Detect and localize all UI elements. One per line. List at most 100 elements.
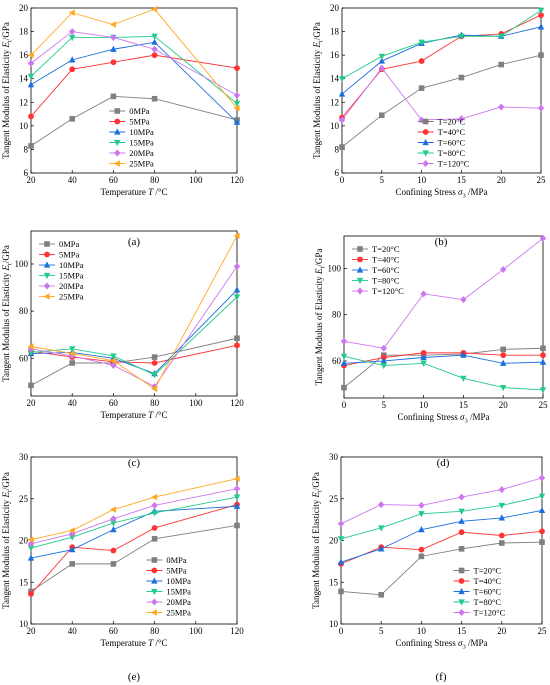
series-line-0	[340, 541, 543, 596]
data-point	[109, 506, 116, 513]
legend-marker	[114, 108, 121, 114]
series-line-1	[343, 352, 543, 367]
data-point	[151, 372, 158, 379]
y-tick-label: 30	[19, 452, 29, 462]
x-tick-label: 80	[150, 626, 160, 636]
data-point	[540, 345, 546, 352]
legend-label: 25MPa	[129, 159, 154, 169]
data-point	[233, 502, 241, 509]
data-point	[233, 475, 240, 482]
x-tick-label: 40	[68, 398, 78, 408]
data-point	[110, 561, 117, 567]
data-point	[110, 361, 117, 369]
data-point	[418, 501, 425, 509]
data-point	[28, 591, 34, 597]
data-point	[380, 344, 387, 352]
series-line-3	[343, 355, 544, 391]
data-point	[233, 232, 240, 239]
y-axis-label: Tangent Modulus of Elasticity Et/GPa	[1, 245, 14, 382]
legend-label: 10MPa	[166, 576, 191, 586]
data-point	[151, 510, 158, 517]
series-line-4	[341, 67, 542, 121]
y-tick-label: 15	[19, 577, 29, 587]
data-point	[420, 353, 427, 361]
data-point	[234, 335, 240, 342]
data-point	[68, 527, 75, 534]
x-tick-label: 10	[419, 400, 429, 410]
data-point	[378, 501, 385, 509]
legend-label: 0MPa	[129, 106, 150, 116]
data-point	[339, 144, 345, 150]
legend-label: T=20°C	[438, 117, 466, 127]
data-point	[498, 103, 505, 111]
legend-marker	[151, 557, 158, 563]
series-line-4	[340, 477, 543, 525]
data-point	[151, 501, 158, 509]
data-point	[69, 346, 76, 353]
data-point	[151, 493, 158, 501]
x-tick-label: 100	[189, 626, 203, 636]
legend-marker	[458, 609, 465, 616]
legend-marker	[458, 587, 465, 595]
data-point	[27, 545, 35, 552]
legend-marker	[422, 118, 429, 125]
y-tick-label: 6	[24, 168, 29, 178]
data-point	[458, 508, 465, 515]
series-line-3	[340, 495, 543, 540]
data-point	[537, 23, 545, 30]
data-point	[110, 547, 117, 554]
chart-panel-1: 0 5 10 15 20 25 6 8 10 12 14 16 18 20 Confining Stress…	[312, 3, 546, 248]
data-point	[69, 561, 75, 567]
y-tick-label: 20	[329, 536, 339, 546]
legend-label: T=40°C	[438, 127, 466, 137]
y-tick-label: 20	[330, 3, 340, 13]
data-point	[378, 57, 385, 64]
data-point	[110, 526, 117, 533]
x-tick-label: 5	[380, 175, 385, 185]
legend-label: T=60°C	[474, 587, 502, 597]
data-point	[539, 234, 547, 242]
y-tick-label: 80	[19, 306, 29, 316]
data-point	[378, 525, 385, 532]
data-point	[234, 342, 240, 349]
data-point	[69, 115, 75, 122]
data-point	[110, 353, 117, 360]
panel-label: (f)	[436, 671, 447, 683]
y-axis-label: Tangent Modulus of Elasticity Et/GPa	[311, 472, 324, 609]
data-point	[458, 115, 465, 123]
data-point	[151, 5, 158, 13]
data-point	[539, 528, 545, 535]
x-tick-label: 60	[109, 626, 119, 636]
data-point	[418, 58, 425, 64]
legend-label: 15MPa	[129, 138, 154, 148]
data-point	[539, 387, 547, 394]
legend-label: T=40°C	[474, 576, 502, 586]
y-tick-label: 15	[329, 577, 339, 587]
data-point	[69, 360, 75, 366]
y-tick-label: 30	[329, 452, 339, 462]
data-point	[69, 34, 76, 42]
y-tick-label: 16	[19, 50, 29, 60]
data-point	[340, 353, 348, 360]
legend-marker	[422, 129, 429, 135]
x-axis-label: Confining Stress σ3 /MPa	[396, 187, 488, 200]
data-point	[27, 73, 35, 80]
legend-label: T=80°C	[474, 597, 502, 607]
data-point	[460, 296, 467, 304]
y-axis-label: Tangent Modulus of Elasticity Et/GPa	[312, 22, 325, 159]
y-axis-label: Tangent Modulus of Elasticity Et/GPa	[314, 249, 327, 386]
data-point	[68, 9, 75, 16]
data-point	[500, 384, 507, 392]
y-tick-label: 60	[19, 353, 29, 363]
legend-label: T=80°C	[438, 148, 466, 158]
x-tick-label: 0	[340, 175, 345, 185]
series-line-4	[30, 488, 238, 545]
series-line-3	[341, 9, 542, 80]
data-point	[500, 266, 507, 274]
data-point	[458, 33, 465, 40]
legend: T=20°CT=40°CT=60°CT=80°CT=120°C	[453, 566, 506, 618]
legend-label: 10MPa	[59, 260, 84, 270]
data-point	[538, 474, 546, 482]
